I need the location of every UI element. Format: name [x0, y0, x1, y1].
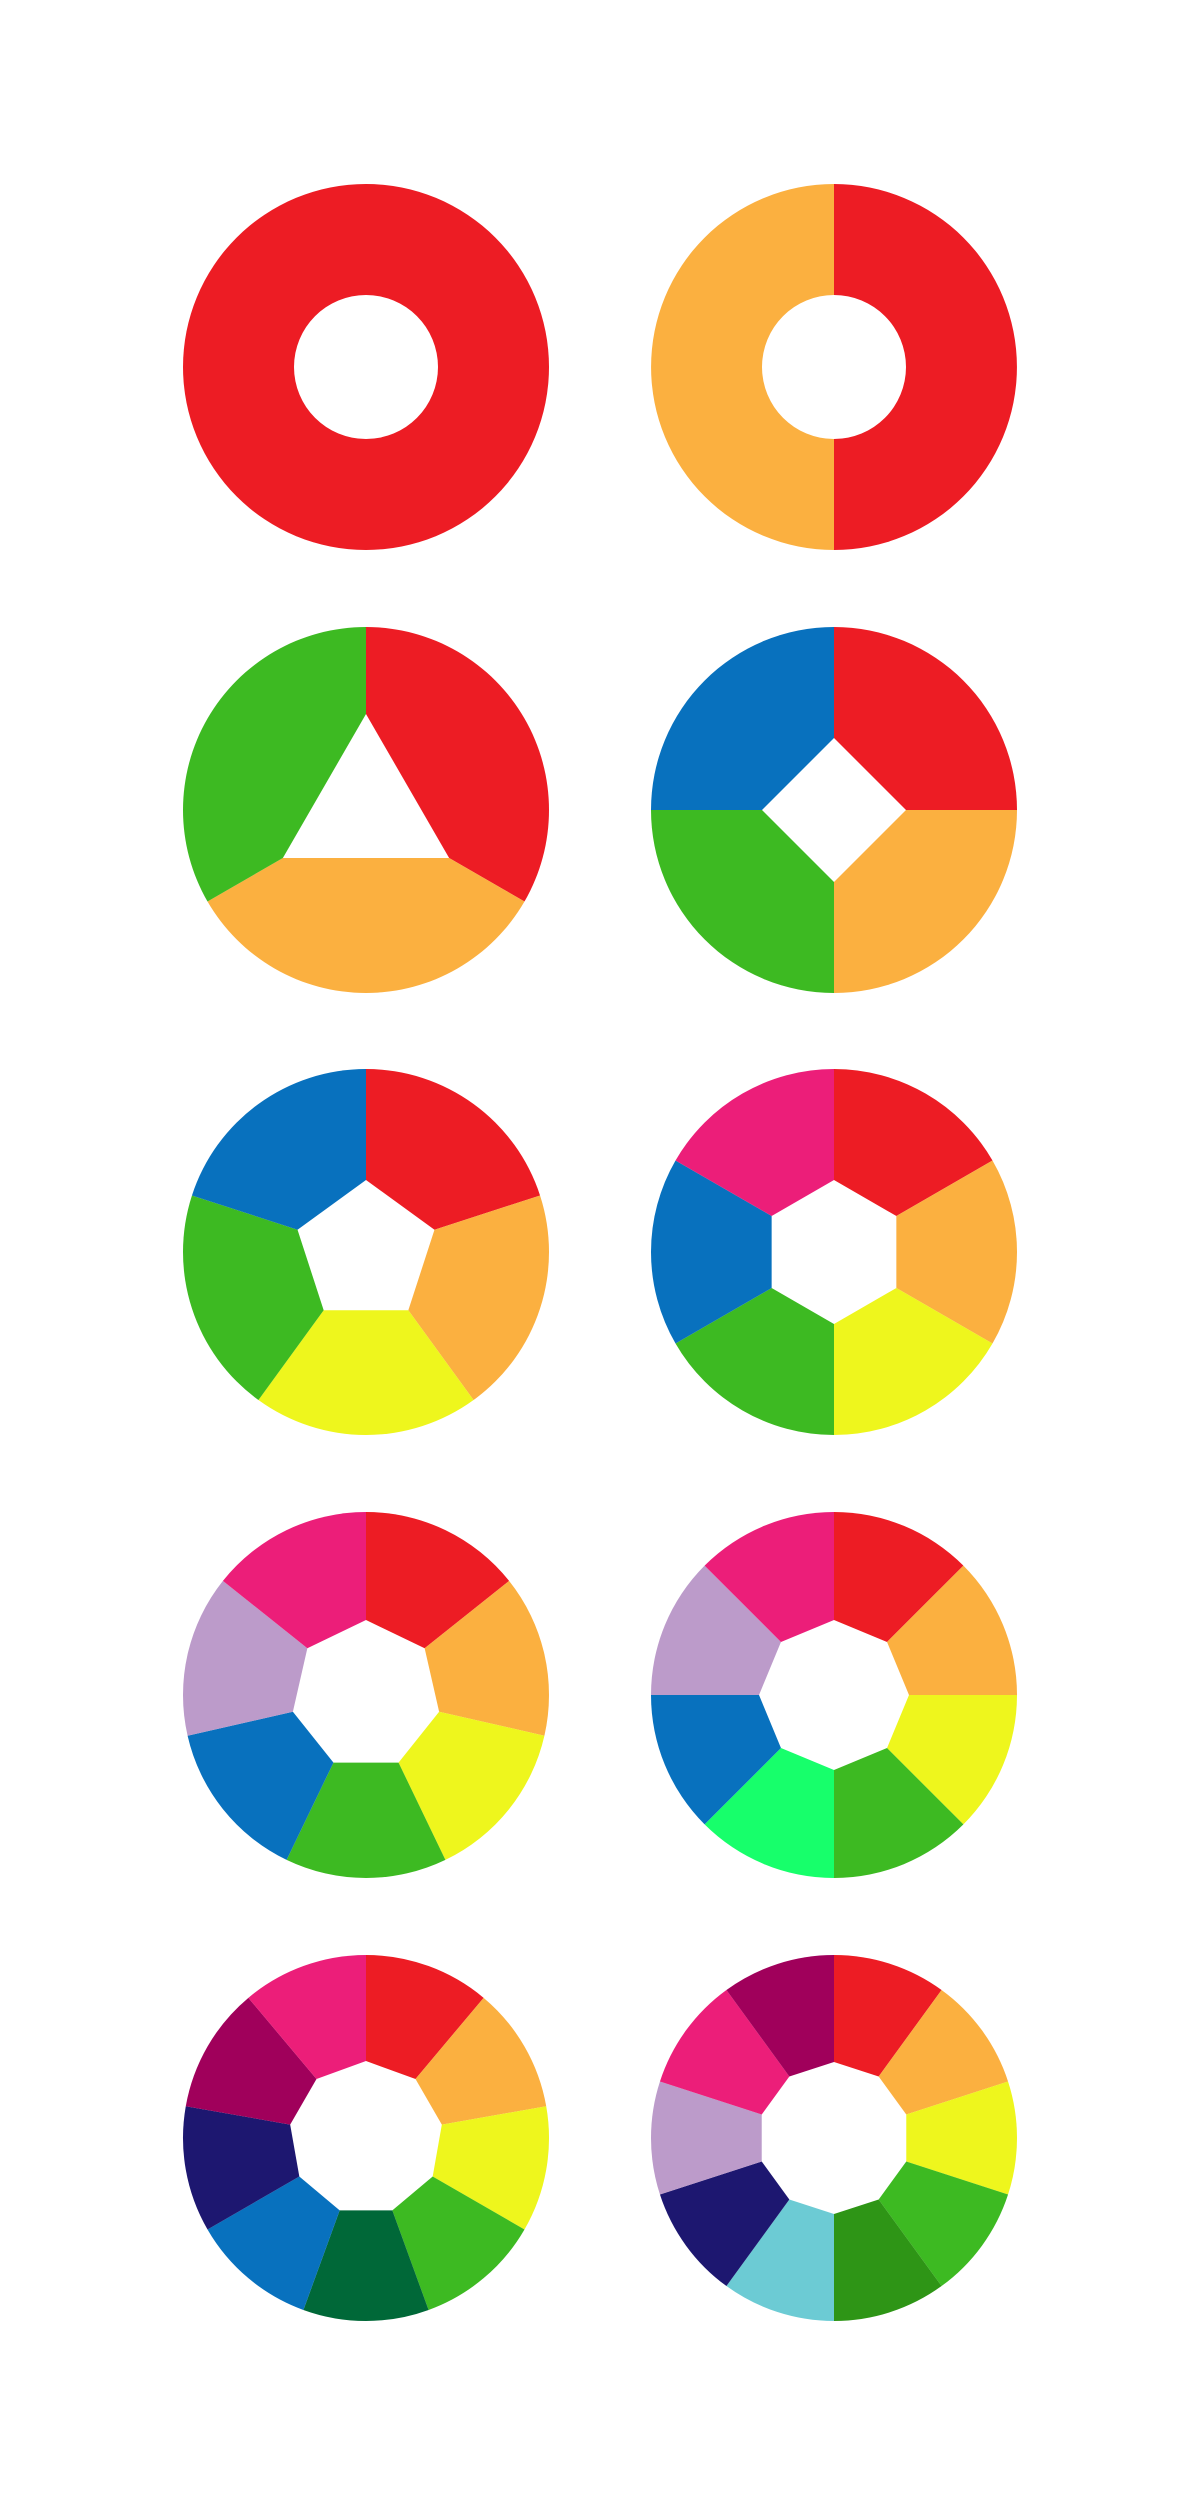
- wheel-segment: [286, 1762, 446, 1878]
- color-wheel-10-segments: [651, 1955, 1017, 2321]
- color-wheel-9-segments: [183, 1955, 549, 2322]
- wheel-segment: [187, 1711, 334, 1860]
- wheel-segment: [191, 1069, 366, 1230]
- wheel-segment: [726, 2199, 834, 2321]
- wheel-segment: [651, 184, 834, 550]
- wheel-segment: [887, 1695, 1017, 1825]
- wheel-segment: [432, 2106, 549, 2230]
- wheel-segment: [651, 627, 834, 810]
- wheel-segment: [392, 2176, 525, 2310]
- wheel-segment: [906, 2081, 1017, 2195]
- wheel-segment: [834, 627, 1017, 810]
- wheel-segment: [675, 1288, 834, 1435]
- wheel-segment: [834, 2199, 942, 2321]
- color-wheel-6-segments: [651, 1069, 1017, 1435]
- wheel-segment: [303, 2210, 429, 2322]
- wheel-segment: [185, 1997, 317, 2125]
- wheel-segment: [726, 1955, 834, 2077]
- wheel-segment: [366, 1955, 484, 2080]
- wheel-segment: [878, 1989, 1009, 2115]
- wheel-segment: [651, 2081, 762, 2195]
- wheel-segment: [651, 1160, 772, 1344]
- wheel-segment: [207, 2176, 340, 2310]
- wheel-segment: [834, 1512, 964, 1642]
- wheel-segment: [887, 1565, 1017, 1695]
- color-wheel-3-segments: [183, 627, 549, 993]
- wheel-segment: [183, 627, 366, 902]
- wheel-segment: [651, 810, 834, 993]
- wheel-segment: [675, 1069, 834, 1216]
- wheel-segment: [408, 1195, 549, 1401]
- wheel-segment: [834, 810, 1017, 993]
- wheel-segment: [366, 1512, 510, 1649]
- wheel-segment: [424, 1580, 549, 1736]
- wheel-segment: [704, 1748, 834, 1878]
- wheel-segment: [834, 1069, 993, 1216]
- color-wheel-5-segments: [183, 1069, 549, 1435]
- wheel-segment: [258, 1310, 474, 1435]
- wheel-segment: [398, 1711, 545, 1860]
- wheel-segment: [415, 1997, 547, 2125]
- wheel-segment: [659, 2161, 790, 2287]
- wheel-segment: [834, 1748, 964, 1878]
- wheel-segment: [366, 627, 549, 902]
- color-wheel-8-segments: [651, 1512, 1017, 1878]
- wheel-segment: [834, 184, 1017, 550]
- wheel-segment: [651, 1695, 781, 1825]
- wheel-segment: [183, 1195, 324, 1401]
- color-wheel-7-segments: [183, 1512, 549, 1878]
- wheel-segment: [222, 1512, 366, 1649]
- wheel-segment: [207, 858, 525, 993]
- wheel-segment: [248, 1955, 366, 2080]
- wheel-segment: [878, 2161, 1009, 2287]
- wheel-segment: [366, 1069, 541, 1230]
- wheel-segment: [651, 1565, 781, 1695]
- wheel-segment: [834, 1288, 993, 1435]
- color-wheel-2-segments: [651, 184, 1017, 550]
- color-wheel-1-segments: [183, 184, 549, 550]
- wheel-segment: [183, 2106, 300, 2230]
- wheel-segment: [704, 1512, 834, 1642]
- color-wheel-4-segments: [651, 627, 1017, 993]
- wheel-segment: [183, 1580, 308, 1736]
- wheel-segment: [659, 1989, 790, 2115]
- wheel-segment: [834, 1955, 942, 2077]
- wheel-hole: [294, 295, 438, 439]
- wheel-segment: [896, 1160, 1017, 1344]
